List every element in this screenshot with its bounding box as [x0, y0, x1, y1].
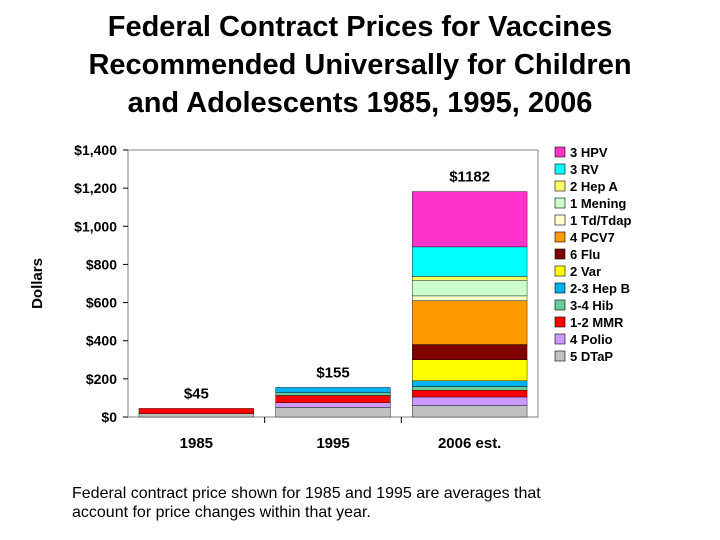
bar-total-label: $1182 — [449, 169, 490, 186]
legend-label: 2 Hep A — [570, 179, 619, 194]
legend-label: 2-3 Hep B — [570, 281, 630, 296]
bar-segment — [275, 402, 391, 408]
y-tick-label: $1,000 — [74, 218, 117, 234]
bar-segment — [412, 405, 528, 418]
legend-label: 6 Flu — [570, 247, 600, 262]
bar-segment — [412, 359, 528, 381]
legend-label: 4 PCV7 — [570, 230, 615, 245]
bar-segment — [412, 390, 528, 398]
legend-label: 3 HPV — [570, 145, 608, 160]
footnote-line-2: account for price changes within that ye… — [72, 504, 371, 521]
x-tick-label: 2006 est. — [438, 435, 501, 452]
legend-swatch — [554, 333, 566, 345]
bar-segment — [412, 386, 528, 391]
legend-swatch — [554, 248, 566, 260]
bar-segment — [412, 344, 528, 360]
y-tick-label: $800 — [86, 256, 117, 272]
chart-title: Federal Contract Prices for Vaccines Rec… — [20, 8, 700, 122]
bar-segment — [275, 392, 391, 396]
legend-swatch — [554, 350, 566, 362]
legend-label: 1 Mening — [570, 196, 626, 211]
bar-segment — [412, 396, 528, 406]
bar-segment — [412, 191, 528, 248]
legend-label: 1-2 MMR — [570, 315, 624, 330]
y-tick-label: $1,200 — [74, 180, 117, 196]
legend-swatch — [554, 282, 566, 294]
x-tick-label: 1995 — [316, 435, 349, 452]
legend-swatch — [554, 265, 566, 277]
legend-label: 2 Var — [570, 264, 601, 279]
legend-label: 3 RV — [570, 162, 599, 177]
legend-swatch — [554, 231, 566, 243]
bar-segment — [412, 280, 528, 297]
legend-swatch — [554, 197, 566, 209]
legend-label: 3-4 Hib — [570, 298, 613, 313]
y-tick-label: $1,400 — [74, 142, 117, 158]
title-line-1: Federal Contract Prices for Vaccines — [107, 11, 613, 43]
bar-segment — [138, 413, 254, 418]
y-axis-label: Dollars — [29, 258, 46, 309]
y-tick-label: $0 — [101, 409, 117, 425]
legend-swatch — [554, 146, 566, 158]
legend-swatch — [554, 299, 566, 311]
bar-segment — [275, 395, 391, 403]
legend-swatch — [554, 163, 566, 175]
legend-swatch — [554, 180, 566, 192]
bar-segment — [412, 246, 528, 277]
bar-segment — [412, 295, 528, 301]
bar-segment — [412, 380, 528, 387]
title-line-2: Recommended Universally for Children — [88, 49, 632, 81]
stacked-bar-chart: $0 $200 $400 $600 $800 $1,000 $1,200 $1,400 Doll… — [29, 142, 631, 452]
footnote-line-1: Federal contract price shown for 1985 an… — [72, 485, 541, 502]
legend-swatch — [554, 214, 566, 226]
legend-label: 5 DTaP — [570, 349, 613, 364]
bar-segment — [275, 407, 391, 418]
bar-segment — [138, 408, 254, 414]
bar-total-label: $45 — [184, 385, 209, 402]
bar-total-label: $155 — [316, 364, 349, 381]
x-tick-label: 1985 — [180, 435, 213, 452]
chart-area: $0 $200 $400 $600 $800 $1,000 $1,200 $1,400 Doll… — [20, 136, 700, 466]
bar-segment — [412, 300, 528, 345]
bar-segment — [275, 387, 391, 393]
bar-segment — [412, 276, 528, 281]
footnote: Federal contract price shown for 1985 an… — [72, 484, 672, 522]
y-tick-label: $600 — [86, 295, 117, 311]
legend-label: 4 Polio — [570, 332, 613, 347]
legend-swatch — [554, 316, 566, 328]
y-tick-label: $400 — [86, 333, 117, 349]
title-line-3: and Adolescents 1985, 1995, 2006 — [127, 87, 593, 119]
y-tick-label: $200 — [86, 371, 117, 387]
legend-label: 1 Td/Tdap — [570, 213, 631, 228]
